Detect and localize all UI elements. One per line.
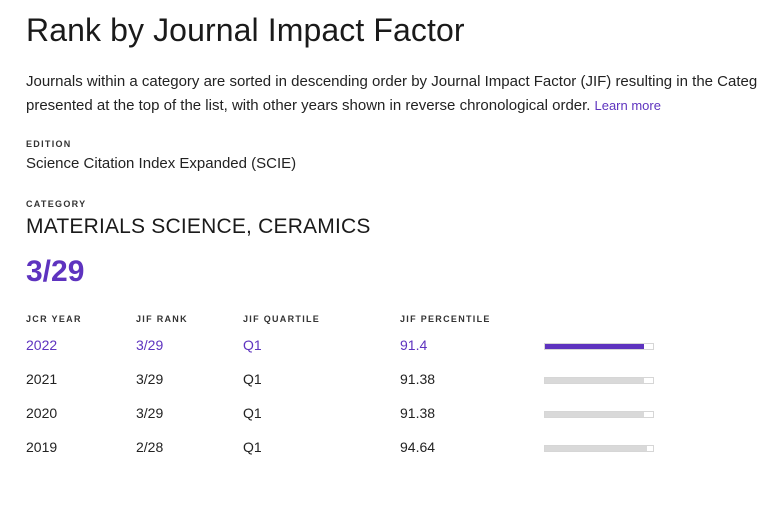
percentile-bar-fill (545, 446, 648, 451)
percentile-bar (544, 377, 654, 384)
row-year: 2019 (26, 439, 58, 455)
row-quartile: Q1 (243, 371, 262, 387)
category-value: MATERIALS SCIENCE, CERAMICS (26, 215, 371, 238)
percentile-bar-fill (545, 344, 644, 349)
rank-panel: Rank by Journal Impact Factor Journals w… (26, 0, 777, 508)
percentile-bar (544, 411, 654, 418)
percentile-bar (544, 445, 654, 452)
header-jif-quartile: JIF QUARTILE (243, 314, 321, 324)
row-rank: 3/29 (136, 405, 164, 421)
description-line-2: presented at the top of the list, with o… (26, 94, 777, 118)
row-percentile: 91.4 (400, 337, 428, 353)
row-quartile: Q1 (243, 405, 262, 421)
row-year: 2022 (26, 337, 58, 353)
learn-more-link[interactable]: Learn more (594, 98, 661, 113)
current-rank: 3/29 (26, 255, 85, 288)
edition-label: EDITION (26, 139, 72, 149)
table-row[interactable]: 2021 3/29 Q1 91.38 (26, 371, 766, 393)
percentile-bar-fill (545, 378, 644, 383)
table-header: JCR YEAR JIF RANK JIF QUARTILE JIF PERCE… (26, 314, 766, 328)
header-jif-rank: JIF RANK (136, 314, 188, 324)
row-rank: 3/29 (136, 371, 164, 387)
description-line-2-text: presented at the top of the list, with o… (26, 97, 591, 114)
header-jcr-year: JCR YEAR (26, 314, 82, 324)
row-percentile: 91.38 (400, 371, 436, 387)
percentile-bar (544, 343, 654, 350)
row-quartile: Q1 (243, 337, 262, 353)
header-jif-percentile: JIF PERCENTILE (400, 314, 491, 324)
category-label: CATEGORY (26, 199, 87, 209)
page-title: Rank by Journal Impact Factor (26, 12, 465, 48)
table-row[interactable]: 2020 3/29 Q1 91.38 (26, 405, 766, 427)
table-row[interactable]: 2022 3/29 Q1 91.4 (26, 337, 766, 359)
table-row[interactable]: 2019 2/28 Q1 94.64 (26, 439, 766, 461)
row-percentile: 94.64 (400, 439, 436, 455)
row-year: 2020 (26, 405, 58, 421)
row-rank: 3/29 (136, 337, 164, 353)
row-quartile: Q1 (243, 439, 262, 455)
edition-value: Science Citation Index Expanded (SCIE) (26, 155, 297, 172)
description: Journals within a category are sorted in… (26, 70, 777, 118)
description-line-1: Journals within a category are sorted in… (26, 73, 758, 90)
row-year: 2021 (26, 371, 58, 387)
row-rank: 2/28 (136, 439, 164, 455)
percentile-bar-fill (545, 412, 644, 417)
row-percentile: 91.38 (400, 405, 436, 421)
